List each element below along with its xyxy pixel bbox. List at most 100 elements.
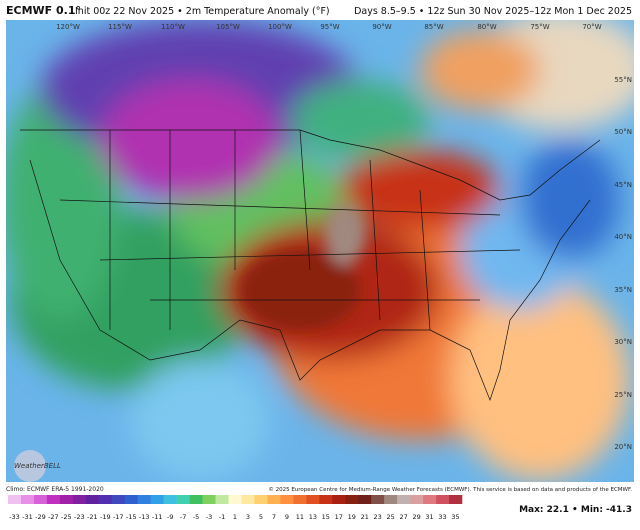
colorbar-swatch <box>8 495 22 504</box>
colorbar-label: 5 <box>259 513 263 521</box>
colorbar-swatch <box>410 495 424 504</box>
colorbar-swatch <box>371 495 385 504</box>
colorbar-swatch <box>267 495 281 504</box>
colorbar-swatch <box>280 495 294 504</box>
colorbar-label: 29 <box>412 513 420 521</box>
colorbar-swatch <box>72 495 87 504</box>
colorbar-swatch <box>228 495 242 504</box>
colorbar-swatch <box>59 495 74 504</box>
colorbar-swatch <box>449 495 463 504</box>
colorbar-swatch <box>163 495 177 504</box>
colorbar-label: 19 <box>348 513 356 521</box>
lat-label: 30°N <box>614 338 632 346</box>
colorbar-swatch <box>293 495 307 504</box>
copyright: © 2025 European Centre for Medium-Range … <box>268 486 632 493</box>
climo-note: Climo: ECMWF ERA-5 1991-2020 <box>6 486 104 493</box>
colorbar-label: -21 <box>87 513 98 521</box>
colorbar-swatch <box>384 495 398 504</box>
colorbar-label: 3 <box>246 513 250 521</box>
colorbar-swatch <box>358 495 372 504</box>
model-name: ECMWF 0.1° <box>6 4 81 17</box>
colorbar-label: -11 <box>152 513 163 521</box>
colorbar-label: -29 <box>35 513 46 521</box>
lon-label: 100°W <box>268 23 292 31</box>
colorbar-label: -9 <box>167 513 173 521</box>
colorbar-label: 27 <box>399 513 407 521</box>
colorbar-label: -7 <box>180 513 186 521</box>
colorbar-label: -15 <box>126 513 137 521</box>
colorbar-label: 13 <box>309 513 317 521</box>
colorbar-label: -13 <box>139 513 150 521</box>
lon-label: 70°W <box>582 23 601 31</box>
lat-label: 35°N <box>614 286 632 294</box>
lat-label: 50°N <box>614 128 632 136</box>
lon-label: 75°W <box>530 23 549 31</box>
colorbar-swatch <box>20 495 35 504</box>
colorbar-swatch <box>423 495 437 504</box>
colorbar-label: 15 <box>322 513 330 521</box>
lon-label: 115°W <box>108 23 132 31</box>
colorbar-label: 23 <box>374 513 382 521</box>
colorbar-label: -27 <box>48 513 59 521</box>
anomaly-core <box>240 205 365 330</box>
colorbar-swatch <box>436 495 450 504</box>
colorbar-label: -19 <box>100 513 111 521</box>
colorbar-swatch <box>397 495 411 504</box>
colorbar-swatch <box>215 495 229 504</box>
colorbar-swatch <box>46 495 61 504</box>
map: 120°W 115°W 110°W 105°W 100°W 95°W 90°W … <box>6 20 634 482</box>
lon-label: 85°W <box>424 23 443 31</box>
lat-label: 20°N <box>614 443 632 451</box>
lat-label: 45°N <box>614 181 632 189</box>
colorbar-label: -33 <box>9 513 20 521</box>
colorbar-label: 17 <box>335 513 343 521</box>
lat-label: 25°N <box>614 391 632 399</box>
valid-info: Days 8.5–9.5 • 12z Sun 30 Nov 2025–12z M… <box>354 6 632 17</box>
colorbar-label: 35 <box>451 513 459 521</box>
colorbar-swatch <box>176 495 190 504</box>
lat-label: 40°N <box>614 233 632 241</box>
colorbar-label: 25 <box>387 513 395 521</box>
colorbar-label: -25 <box>61 513 72 521</box>
colorbar-label: -31 <box>22 513 33 521</box>
borders <box>20 129 601 402</box>
lon-label: 110°W <box>161 23 185 31</box>
colorbar-label: -1 <box>219 513 225 521</box>
colorbar-label: 11 <box>296 513 304 521</box>
colorbar-swatch <box>124 495 139 504</box>
lon-label: 90°W <box>372 23 391 31</box>
colorbar-swatch <box>345 495 359 504</box>
longitude-labels: 120°W 115°W 110°W 105°W 100°W 95°W 90°W … <box>56 23 602 31</box>
max-min: Max: 22.1 • Min: -41.3 <box>519 505 632 515</box>
logo: WeatherBELL <box>14 462 61 470</box>
colorbar-label: -5 <box>193 513 199 521</box>
colorbar-swatch <box>254 495 268 504</box>
colorbar-label: 21 <box>361 513 369 521</box>
colorbar-swatch <box>332 495 346 504</box>
colorbar-swatch <box>33 495 48 504</box>
logo-mark <box>14 450 46 482</box>
lat-label: 55°N <box>614 76 632 84</box>
colorbar-swatch <box>85 495 100 504</box>
colorbar-swatch <box>98 495 113 504</box>
colorbar-label: 33 <box>438 513 446 521</box>
colorbar-swatch <box>137 495 151 504</box>
colorbar-swatch <box>319 495 333 504</box>
lon-label: 80°W <box>477 23 496 31</box>
colorbar-label: -23 <box>74 513 85 521</box>
lon-label: 120°W <box>56 23 80 31</box>
lon-label: 95°W <box>320 23 339 31</box>
colorbar-swatch <box>150 495 164 504</box>
colorbar-label: 9 <box>285 513 289 521</box>
colorbar-label: -17 <box>113 513 124 521</box>
colorbar-swatch <box>306 495 320 504</box>
colorbar-swatch <box>241 495 255 504</box>
colorbar-label: 7 <box>272 513 276 521</box>
latitude-labels: 55°N 50°N 45°N 40°N 35°N 30°N 25°N 20°N <box>614 76 632 451</box>
colorbar-label: -3 <box>206 513 212 521</box>
colorbar-swatch <box>111 495 126 504</box>
lon-label: 105°W <box>216 23 240 31</box>
colorbar-swatch <box>202 495 216 504</box>
colorbar-label: 1 <box>233 513 237 521</box>
